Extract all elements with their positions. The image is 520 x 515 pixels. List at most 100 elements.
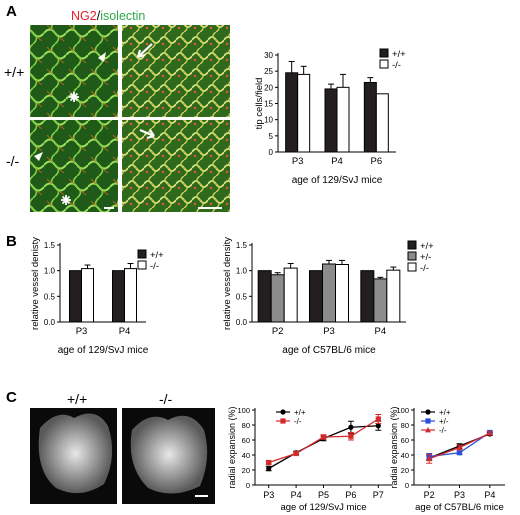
data-point	[425, 427, 431, 433]
y-tick-label: 5	[269, 132, 274, 141]
legend-swatch	[379, 59, 389, 69]
bar	[270, 274, 285, 323]
legend-label: +/-	[439, 417, 449, 426]
bar	[360, 270, 375, 323]
bar	[124, 268, 137, 323]
legend-label: +/+	[420, 241, 434, 252]
retina-shape-wt	[38, 413, 113, 494]
x-tick-label: P6	[345, 490, 356, 500]
bar	[285, 72, 299, 153]
x-tick-label: P5	[318, 490, 329, 500]
x-tick-label: P3	[454, 490, 465, 500]
micrograph-wt-overview	[30, 25, 118, 117]
bar	[322, 263, 336, 323]
arrowhead-ko	[34, 152, 43, 161]
chart-A-tip: 0 5 10 15 20 25 30 tip cells/field age of 129/Sv…	[254, 48, 406, 186]
bar	[375, 93, 389, 153]
y-tick-label: 0	[246, 481, 250, 490]
bar	[336, 86, 350, 153]
stain-green-label: isolectin	[100, 9, 145, 23]
data-point	[293, 450, 299, 457]
x-tick-label: P4	[375, 326, 387, 337]
y-tick-label: 30	[264, 51, 273, 60]
legend-swatch	[407, 262, 417, 272]
row-label-ko: -/-	[6, 153, 20, 169]
x-axis-label: age of 129/SvJ mice	[292, 175, 383, 186]
y-axis-label: tip cells/field	[254, 78, 265, 130]
arrowhead-wt	[98, 52, 106, 62]
stain-red-label: NG2	[71, 9, 97, 23]
bar	[283, 267, 298, 323]
y-tick-label: 0	[269, 148, 274, 157]
bar	[324, 88, 338, 153]
legend-swatch	[137, 260, 147, 270]
bar	[363, 81, 377, 153]
x-tick-label: P2	[424, 490, 435, 500]
x-tick-label: P4	[291, 490, 302, 500]
y-tick-label: 80	[401, 421, 409, 430]
charts-layer: 0 5 10 15 20 25 30 tip cells/field age of 129/Sv…	[30, 48, 505, 513]
micrograph-ko-overview	[30, 120, 118, 212]
x-tick-label: P4	[331, 156, 343, 167]
data-point	[426, 455, 433, 462]
x-tick-label: P4	[119, 326, 131, 337]
bar	[373, 278, 388, 323]
x-tick-label: P7	[373, 490, 384, 500]
x-axis-label: age of C57BL/6 mice	[282, 345, 376, 356]
y-tick-label: 1.0	[44, 267, 56, 276]
bar	[297, 73, 311, 153]
legend-label: +/+	[392, 49, 406, 60]
data-point	[486, 430, 493, 436]
x-tick-label: P3	[323, 326, 335, 337]
bar	[386, 269, 401, 323]
y-tick-label: 15	[264, 100, 273, 109]
y-tick-label: 60	[242, 436, 250, 445]
y-tick-label: 0.5	[236, 292, 248, 301]
y-tick-label: 1.0	[236, 267, 248, 276]
panel-letter-c: C	[6, 389, 17, 406]
legend-swatch	[407, 240, 417, 250]
data-point	[320, 434, 327, 440]
y-tick-label: 25	[264, 67, 273, 76]
legend-label: -/-	[392, 60, 401, 71]
x-tick-label: P6	[371, 156, 383, 167]
micrograph-ko-zoom	[122, 120, 230, 212]
legend-label: +/+	[294, 408, 306, 417]
data-point	[375, 416, 381, 422]
data-point	[425, 409, 431, 415]
data-point	[348, 424, 354, 430]
legend-label: -/-	[294, 417, 302, 426]
y-tick-label: 0.5	[44, 292, 56, 301]
retina-shape-ko	[130, 415, 208, 494]
x-tick-label: P3	[263, 490, 274, 500]
data-point	[425, 418, 431, 424]
x-axis-label: age of C57BL/6 mice	[415, 502, 504, 513]
y-tick-label: 40	[401, 451, 409, 460]
arrow-ko	[139, 128, 155, 140]
y-tick-label: 60	[401, 436, 409, 445]
y-axis-label: radial expansion (%)	[389, 406, 399, 488]
bar	[335, 264, 349, 323]
y-tick-label: 0.0	[44, 318, 56, 327]
y-tick-label: 20	[401, 466, 409, 475]
y-tick-label: 1.5	[236, 241, 248, 250]
y-tick-label: 100	[237, 406, 250, 415]
panel-letter-b: B	[6, 233, 17, 250]
asterisk-wt	[69, 92, 79, 102]
x-tick-label: P2	[272, 326, 284, 337]
data-point	[456, 444, 463, 450]
y-tick-label: 80	[242, 421, 250, 430]
data-point	[280, 409, 286, 415]
row-label-wt: +/+	[4, 64, 24, 80]
legend-label: +/+	[150, 250, 164, 261]
y-axis-label: radial expansion (%)	[227, 406, 237, 488]
y-tick-label: 1.5	[44, 241, 56, 250]
y-tick-label: 10	[264, 116, 273, 125]
retina-label-wt: +/+	[67, 391, 87, 407]
y-tick-label: 0	[405, 481, 409, 490]
series-line	[268, 425, 379, 470]
stain-title: NG2/isolectin	[71, 9, 145, 23]
